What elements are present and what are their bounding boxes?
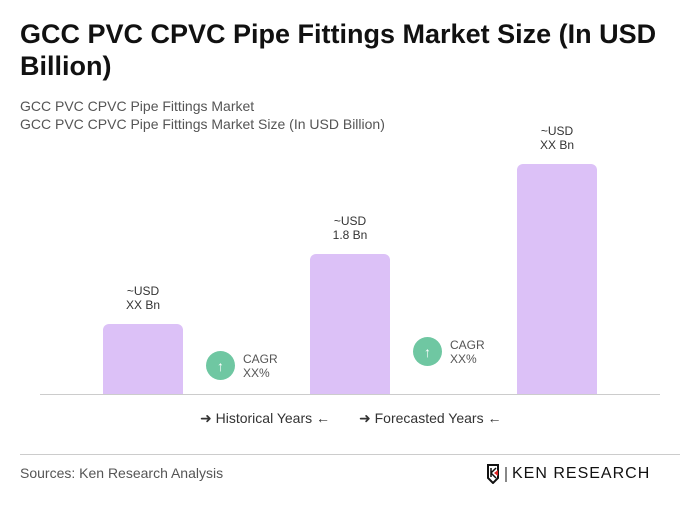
legend-forecasted: ➜ Forecasted Years ← [359,410,502,426]
cagr-value: XX% [243,365,270,380]
logo-icon [487,464,507,484]
legend-label: Forecasted Years [374,410,484,426]
x-axis [40,394,660,395]
ken-research-logo: KEN RESEARCH [486,464,650,484]
cagr-badge: ↑ CAGR XX% [206,351,278,380]
legend-historical: ➜ Historical Years ← [200,410,331,426]
arrow-up-icon: ↑ [413,337,442,366]
data-label-line: 1.8 Bn [332,228,368,242]
data-label-line: ~USD [540,123,574,138]
cagr-badge: ↑ CAGR XX% [413,337,485,366]
cagr-label: CAGR [243,351,278,366]
data-label-line: XX Bn [125,298,161,312]
subtitle: GCC PVC CPVC Pipe Fittings Market [20,98,255,114]
data-label: ~USD 1.8 Bn [300,214,400,242]
data-label: ~USD XX Bn [507,124,607,152]
bar [517,163,597,394]
data-label: ~USD XX Bn [93,284,193,312]
bar [103,324,183,394]
bar [310,254,390,394]
data-label-line: XX Bn [539,137,575,152]
cagr-label: CAGR [450,337,485,352]
data-label-line: ~USD [126,284,160,298]
chart-subtitle: GCC PVC CPVC Pipe Fittings Market Size (… [20,116,385,132]
legend-label: Historical Years [215,410,313,426]
data-label-line: ~USD [333,214,367,228]
logo-text: KEN RESEARCH [512,465,651,482]
divider [20,454,680,455]
cagr-value: XX% [450,351,477,366]
sources: Sources: Ken Research Analysis [20,465,224,481]
arrow-up-icon: ↑ [206,351,235,380]
page-title: GCC PVC CPVC Pipe Fittings Market Size (… [20,19,657,81]
